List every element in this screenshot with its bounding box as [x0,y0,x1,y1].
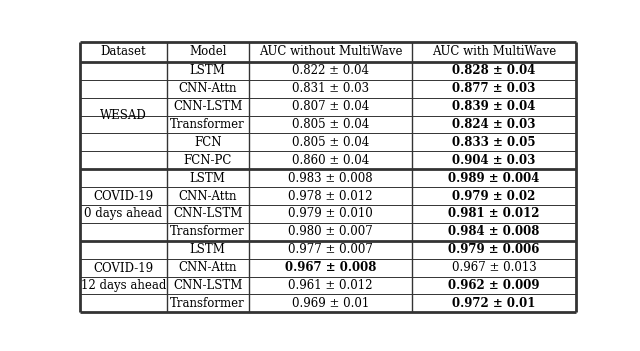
Text: 0.807 ± 0.04: 0.807 ± 0.04 [292,100,369,113]
Text: 0.839 ± 0.04: 0.839 ± 0.04 [452,100,536,113]
Text: 0.980 ± 0.007: 0.980 ± 0.007 [288,225,373,238]
Text: CNN-LSTM: CNN-LSTM [173,279,243,292]
Text: 0.831 ± 0.03: 0.831 ± 0.03 [292,82,369,95]
Text: FCN-PC: FCN-PC [184,154,232,167]
Text: 0.805 ± 0.04: 0.805 ± 0.04 [292,136,369,149]
Text: Transformer: Transformer [170,225,245,238]
Text: COVID-19
12 days ahead: COVID-19 12 days ahead [81,261,166,292]
Text: 0.967 ± 0.008: 0.967 ± 0.008 [285,261,376,274]
Text: 0.977 ± 0.007: 0.977 ± 0.007 [288,243,373,256]
Text: CNN-Attn: CNN-Attn [179,190,237,203]
Text: 0.984 ± 0.008: 0.984 ± 0.008 [449,225,540,238]
Text: 0.969 ± 0.01: 0.969 ± 0.01 [292,297,369,310]
Text: 0.824 ± 0.03: 0.824 ± 0.03 [452,118,536,131]
Text: 0.978 ± 0.012: 0.978 ± 0.012 [288,190,372,203]
Text: 0.967 ± 0.013: 0.967 ± 0.013 [452,261,536,274]
Text: CNN-Attn: CNN-Attn [179,261,237,274]
Text: CNN-LSTM: CNN-LSTM [173,207,243,220]
Text: 0.979 ± 0.010: 0.979 ± 0.010 [288,207,373,220]
Text: AUC without MultiWave: AUC without MultiWave [259,46,402,59]
Text: 0.833 ± 0.05: 0.833 ± 0.05 [452,136,536,149]
Text: LSTM: LSTM [190,243,226,256]
Text: 0.877 ± 0.03: 0.877 ± 0.03 [452,82,536,95]
Text: AUC with MultiWave: AUC with MultiWave [432,46,556,59]
Text: 0.972 ± 0.01: 0.972 ± 0.01 [452,297,536,310]
Text: 0.828 ± 0.04: 0.828 ± 0.04 [452,64,536,77]
Text: 0.981 ± 0.012: 0.981 ± 0.012 [449,207,540,220]
Text: 0.979 ± 0.02: 0.979 ± 0.02 [452,190,536,203]
Text: Transformer: Transformer [170,297,245,310]
Text: 0.805 ± 0.04: 0.805 ± 0.04 [292,118,369,131]
Text: FCN: FCN [194,136,221,149]
Text: 0.983 ± 0.008: 0.983 ± 0.008 [288,172,372,185]
Text: 0.904 ± 0.03: 0.904 ± 0.03 [452,154,536,167]
Text: 0.962 ± 0.009: 0.962 ± 0.009 [449,279,540,292]
Text: 0.979 ± 0.006: 0.979 ± 0.006 [449,243,540,256]
Text: 0.822 ± 0.04: 0.822 ± 0.04 [292,64,369,77]
Text: Transformer: Transformer [170,118,245,131]
Text: CNN-Attn: CNN-Attn [179,82,237,95]
Text: Model: Model [189,46,227,59]
Text: CNN-LSTM: CNN-LSTM [173,100,243,113]
Text: LSTM: LSTM [190,172,226,185]
Text: COVID-19
0 days ahead: COVID-19 0 days ahead [84,190,163,220]
Text: 0.989 ± 0.004: 0.989 ± 0.004 [449,172,540,185]
Text: WESAD: WESAD [100,109,147,122]
Text: 0.961 ± 0.012: 0.961 ± 0.012 [288,279,372,292]
Text: Dataset: Dataset [100,46,146,59]
Text: LSTM: LSTM [190,64,226,77]
Text: 0.860 ± 0.04: 0.860 ± 0.04 [292,154,369,167]
